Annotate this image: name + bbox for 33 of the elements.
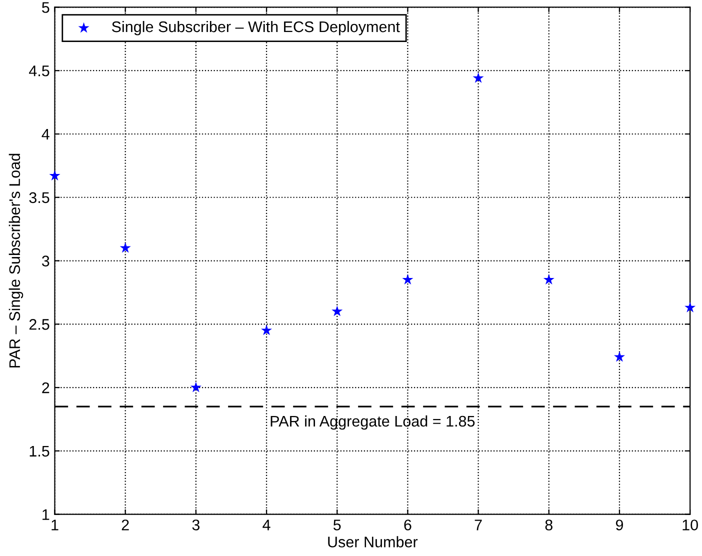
point bbox=[543, 274, 554, 284]
x-tick-label: 10 bbox=[682, 520, 698, 530]
x-tick-label: 1 bbox=[52, 520, 58, 530]
x-tick-label: 9 bbox=[616, 520, 623, 530]
point bbox=[614, 351, 625, 362]
point bbox=[684, 302, 696, 312]
x-tick-label: 3 bbox=[192, 520, 200, 530]
y-tick-label: 2.5 bbox=[29, 319, 50, 330]
y-tick-label: 1 bbox=[42, 509, 50, 520]
y-axis-title: PAR – Single Subscriber's Load bbox=[8, 154, 24, 368]
x-tick-label: 4 bbox=[262, 520, 270, 530]
x-tick-label: 7 bbox=[474, 520, 482, 530]
point bbox=[120, 242, 131, 253]
y-tick-label: 5 bbox=[42, 2, 50, 13]
y-tick-label: 2 bbox=[42, 382, 50, 394]
x-tick-label: 8 bbox=[545, 520, 552, 530]
point bbox=[49, 170, 60, 181]
point bbox=[190, 382, 202, 392]
y-tick-label: 4 bbox=[42, 129, 50, 140]
y-tick-label: 4.5 bbox=[29, 66, 50, 76]
point bbox=[472, 72, 484, 83]
legend-label: Single Subscriber – With ECS Deployment bbox=[112, 20, 400, 36]
ref-line-label: PAR in Aggregate Load = 1.85 bbox=[270, 415, 475, 430]
point bbox=[402, 274, 414, 284]
x-tick-label: 2 bbox=[122, 520, 129, 530]
point bbox=[332, 306, 343, 316]
y-tick-label: 1.5 bbox=[30, 446, 50, 457]
y-tick-label: 3.5 bbox=[29, 192, 50, 204]
point bbox=[261, 324, 272, 336]
x-tick-label: 5 bbox=[333, 520, 341, 530]
x-axis-title: User Number bbox=[328, 536, 418, 548]
x-tick-label: 6 bbox=[404, 520, 412, 530]
y-tick-label: 3 bbox=[42, 256, 50, 266]
